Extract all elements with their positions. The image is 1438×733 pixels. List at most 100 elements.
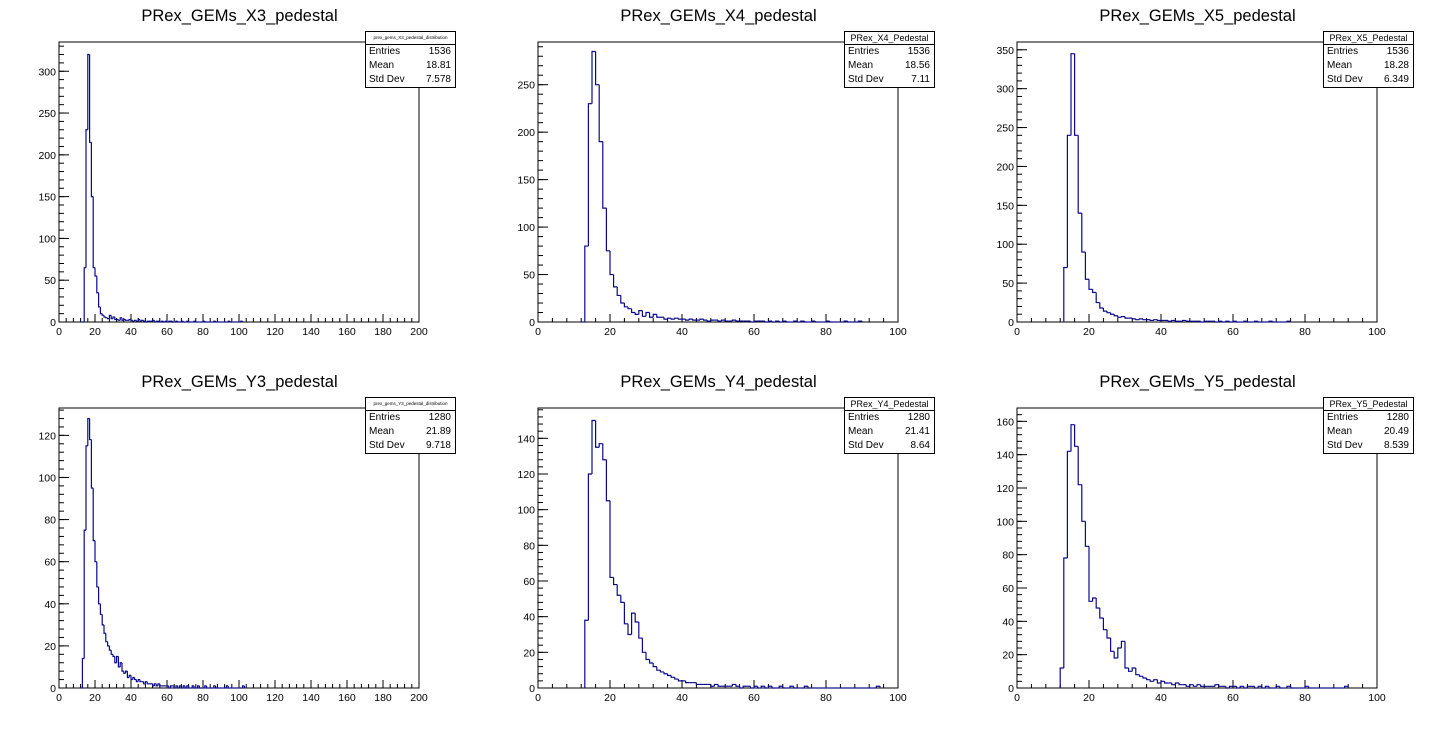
stats-std-dev-row: Std Dev 8.64 [845,439,934,453]
stats-mean-label: Mean [1327,426,1353,437]
histogram-bin [193,320,196,322]
histogram-bin [674,677,679,680]
histogram-bin [598,84,603,143]
x-tick-label: 100 [889,692,907,704]
histogram-bin [1131,667,1136,672]
histogram-bin [1268,320,1273,322]
histogram-bin [703,319,708,321]
x-tick-label: 0 [535,326,541,338]
histogram-bin [206,685,209,689]
histogram-bin [778,685,783,688]
y-tick-label: 200 [38,150,56,162]
histogram-bin [90,439,94,489]
x-tick-label: 40 [1155,326,1167,338]
histogram-bin [1225,320,1230,322]
x-tick-label: 140 [302,692,320,704]
histogram-bin [1272,321,1277,323]
y-tick-label: 60 [44,557,56,569]
y-tick-label: 0 [529,683,535,695]
histogram-bin [1120,315,1125,318]
histogram-bin [128,674,131,678]
x-tick-label: 0 [1014,692,1020,704]
histogram-bin [641,638,646,653]
histogram-bin [767,685,772,688]
histogram-bin [613,274,618,288]
histogram-bin [789,685,794,688]
chart-title: PRex_GEMs_Y5_pedestal [1099,373,1296,391]
x-tick-label: 20 [1083,692,1095,704]
histogram-bin [202,320,205,322]
stats-entries-label: Entries [1327,412,1359,423]
histogram-bin [1275,685,1280,688]
y-tick-label: 50 [1002,278,1014,290]
histogram-bin [92,196,95,269]
histogram-bin [105,316,108,319]
histogram-bin [96,561,99,588]
histogram-plot: 0 20 40 60 80 100 120 140 160 180 200 0 50 100 150 200 2… [38,41,428,338]
histogram-bin [1153,679,1158,682]
histogram-bin [94,267,97,277]
histogram-bin [193,685,196,689]
x-tick-label: 40 [125,692,137,704]
histogram-bin [1214,684,1219,687]
histogram-bin [807,686,812,689]
histogram-bin [1239,685,1244,688]
histogram-bin [602,443,607,461]
histogram-bin [134,677,137,681]
histogram-bin [771,686,776,689]
histogram-bin [195,321,198,323]
histogram-bin [1117,315,1122,318]
y-tick-label: 300 [38,66,56,78]
y-tick-label: 120 [517,469,535,481]
histogram-bin [182,321,185,323]
histogram-bin [161,320,164,322]
histogram-bin [1232,320,1237,322]
stats-mean-row: Mean 18.81 [366,59,455,73]
histogram-bin [695,682,700,686]
histogram-bin [1254,686,1259,689]
y-tick-label: 250 [996,123,1014,135]
x-tick-label: 100 [230,326,248,338]
stats-std-dev-row: Std Dev 6.349 [1324,73,1413,87]
stats-mean-label: Mean [369,426,395,437]
histogram-bin [602,141,607,209]
x-tick-label: 60 [1227,692,1239,704]
stats-std-dev-row: Std Dev 9.718 [366,439,455,453]
stats-name: prex_gems_X3_pedestal_distribution [366,32,455,45]
histogram-bin [652,313,657,318]
histogram-panel: 0 20 40 60 80 100 120 140 160 180 200 0 20 40 60 80 100 1… [0,366,479,732]
histogram-bin [89,418,92,441]
histogram-bin [1225,686,1230,689]
histogram-bin [99,603,103,615]
histogram-bin [89,54,92,143]
histogram-bin [83,267,86,322]
stats-box: prex_gems_X3_pedestal_distribution Entrie… [365,31,456,88]
histogram-bin [1290,686,1295,689]
stats-name: PRex_Y5_Pedestal [1324,398,1413,411]
histogram-bin [753,320,758,322]
histogram-bin [1185,320,1190,322]
histogram-panel: 0 20 40 60 80 100 120 140 160 180 200 0 50 100 150 200 2… [0,0,479,366]
stats-entries-value: 1536 [1386,46,1409,57]
histogram-bin [1178,683,1183,686]
histogram-bin [724,320,729,322]
histogram-bin [81,657,85,688]
histogram-plot: 0 20 40 60 80 100 0 50 100 150 200 250 [517,41,907,338]
stats-mean-label: Mean [848,426,874,437]
x-tick-label: 20 [604,692,616,704]
histogram-bin [1081,484,1086,522]
histogram-bin [107,641,110,647]
histogram-bin [1138,318,1143,320]
histogram-bin [645,652,650,661]
plot-frame [537,407,899,689]
histogram-bin [688,318,693,321]
histogram-bin [811,320,816,322]
histogram-bin [130,675,133,681]
histogram-bin [227,685,230,689]
y-tick-label: 40 [44,599,56,611]
histogram-bin [670,318,675,320]
x-tick-label: 180 [374,326,392,338]
histogram-bin [1128,668,1133,672]
histogram-bin [1088,546,1093,602]
histogram-bin [143,320,146,322]
